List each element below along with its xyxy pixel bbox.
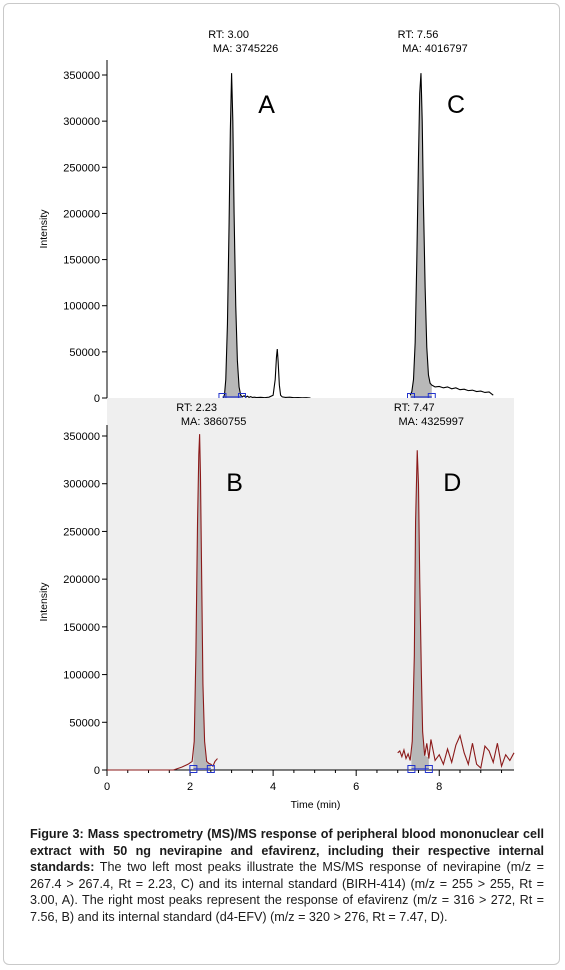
- y-tick-label: 250000: [63, 162, 100, 174]
- y-tick-label: 50000: [69, 347, 100, 359]
- x-tick-label: 4: [270, 781, 276, 793]
- peak-letter-A: A: [258, 91, 275, 119]
- figure-caption: Figure 3: Mass spectrometry (MS)/MS resp…: [30, 826, 544, 926]
- x-axis-label: Time (min): [291, 799, 341, 811]
- x-tick-label: 8: [436, 781, 442, 793]
- y-tick-label: 350000: [63, 70, 100, 82]
- y-tick-label: 250000: [63, 526, 100, 538]
- ma-label-B: MA: 3860755: [181, 416, 246, 428]
- peak-A: RT: 3.00 MA: 3745226 A: [208, 29, 311, 401]
- peak-B: RT: 2.23 MA: 3860755 B: [107, 402, 246, 773]
- peak-area-A: [223, 73, 241, 398]
- panel-bottom: 0 50000 100000 150000 200000 250000 300000 3500…: [38, 398, 515, 811]
- y-tick-label: 100000: [63, 301, 100, 313]
- x-tick-label: 2: [187, 781, 193, 793]
- caption-label: Figure 3: Mass spectrometry (MS)/MS resp…: [30, 827, 544, 875]
- ma-label-C: MA: 4016797: [402, 43, 467, 55]
- y-tick-label: 0: [94, 765, 100, 777]
- y-axis-label-top: Intensity: [38, 209, 50, 249]
- y-tick-label: 300000: [63, 116, 100, 128]
- peak-D: RT: 7.47 MA: 4325997 D: [394, 402, 515, 773]
- baseline-marker: [189, 765, 198, 773]
- rt-label-B: RT: 2.23: [176, 402, 217, 414]
- y-tick-label: 100000: [63, 670, 100, 682]
- y-tick-label: 150000: [63, 622, 100, 634]
- rt-label-D: RT: 7.47: [394, 402, 435, 414]
- ma-label-A: MA: 3745226: [213, 43, 278, 55]
- peak-area-C: [410, 73, 432, 398]
- peak-letter-C: C: [447, 91, 465, 119]
- rt-label-C: RT: 7.56: [398, 29, 439, 41]
- baseline-marker: [206, 765, 215, 773]
- y-tick-label: 300000: [63, 479, 100, 491]
- caption-text: The two left most peaks illustrate the M…: [30, 860, 544, 924]
- baseline-marker: [424, 765, 433, 773]
- y-tick-label: 50000: [69, 717, 100, 729]
- baseline-marker: [407, 765, 416, 773]
- chromatogram-figure: 0500001000001500002000002500003000003500…: [38, 29, 515, 811]
- trace-line-D: [397, 450, 515, 770]
- y-tick-label: 200000: [63, 208, 100, 220]
- x-tick-label: 6: [353, 781, 359, 793]
- peak-C: RT: 7.56 MA: 4016797 C: [398, 29, 494, 401]
- y-tick-label: 150000: [63, 255, 100, 267]
- trace-line-A: [222, 73, 311, 399]
- y-tick-label: 200000: [63, 574, 100, 586]
- peak-letter-B: B: [226, 469, 243, 497]
- panel-top: 0 50000 100000 150000 200000 250000 300000 3500…: [38, 29, 494, 405]
- y-tick-label: 350000: [63, 431, 100, 443]
- trace-line-C: [409, 73, 494, 396]
- x-tick-label: 0: [104, 781, 110, 793]
- y-tick-label: 0: [94, 393, 100, 405]
- panel-background-bottom: [107, 398, 514, 770]
- y-axis-label-bottom: Intensity: [38, 582, 50, 622]
- trace-line-B: [107, 434, 218, 771]
- ma-label-D: MA: 4325997: [399, 416, 464, 428]
- rt-label-A: RT: 3.00: [208, 29, 249, 41]
- peak-letter-D: D: [443, 469, 461, 497]
